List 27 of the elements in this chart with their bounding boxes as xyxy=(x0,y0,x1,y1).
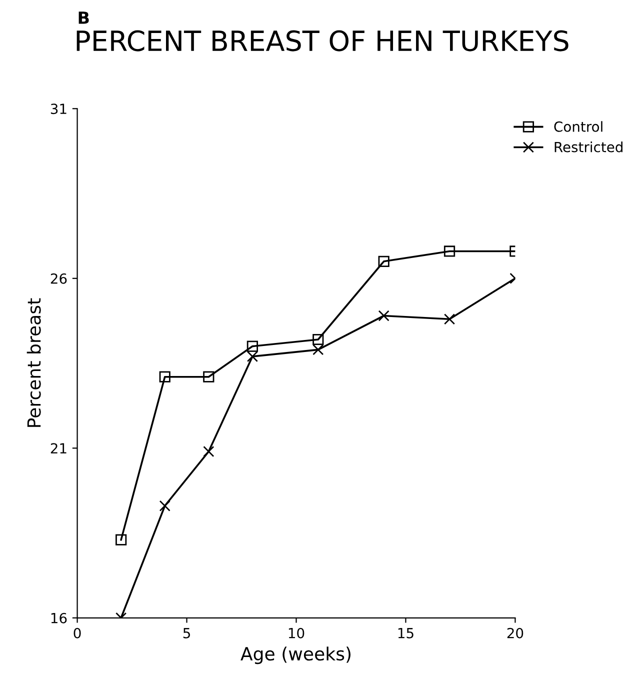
x-tick-label: 10 xyxy=(288,628,304,638)
point xyxy=(246,340,258,352)
y-tick-label: 31 xyxy=(50,104,66,114)
x-tick-label: 5 xyxy=(183,628,190,638)
point xyxy=(203,371,214,382)
chart-title: PERCENT BREAST OF HEN TURKEYS xyxy=(76,30,568,52)
x-tick-label: 20 xyxy=(507,628,524,638)
point xyxy=(203,446,214,458)
point xyxy=(159,371,170,382)
legend-label: Restricted xyxy=(554,142,622,152)
legend-label: Control xyxy=(554,121,602,132)
point xyxy=(246,350,258,362)
x-tick-label: 15 xyxy=(398,628,414,638)
y-tick-label: 16 xyxy=(51,612,67,624)
point xyxy=(312,334,324,346)
point xyxy=(444,314,456,325)
point xyxy=(378,256,390,267)
x-axis-title: Age (weeks) xyxy=(240,646,350,664)
point xyxy=(378,310,390,322)
x-tick-label: 0 xyxy=(74,628,81,638)
point xyxy=(312,344,324,356)
y-tick-label: 21 xyxy=(50,443,66,454)
text: B xyxy=(78,12,89,24)
y-tick-label: 26 xyxy=(50,273,67,284)
point xyxy=(116,534,127,546)
y-axis-title: Percent breast xyxy=(26,298,41,427)
point xyxy=(444,246,456,257)
